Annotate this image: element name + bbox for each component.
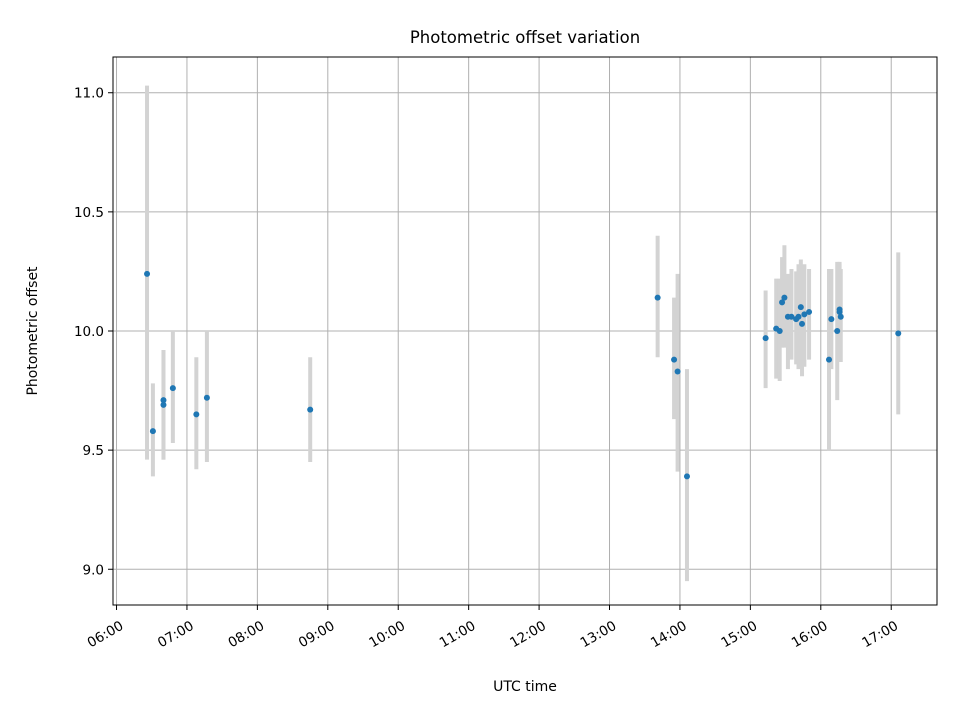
data-point [895,330,902,337]
y-tick-label: 10.0 [74,324,104,340]
x-tick-label: 11:00 [437,618,479,651]
y-tick-label: 9.0 [83,562,104,578]
data-point [801,311,808,318]
data-point [795,313,802,320]
data-point [193,411,200,418]
data-point [671,356,678,363]
x-tick-label: 12:00 [507,618,549,651]
errorbar-layer [145,85,901,582]
grid-layer [113,57,937,605]
data-point [788,313,795,320]
x-tick-label: 15:00 [718,618,760,651]
y-tick-label: 9.5 [83,443,104,459]
y-tick-label: 11.0 [74,86,104,102]
x-tick-label: 06:00 [85,618,127,651]
data-point [781,294,788,301]
x-tick-label: 16:00 [789,618,831,651]
x-tick-label: 17:00 [859,618,901,651]
x-tick-label: 13:00 [578,618,620,651]
data-point [654,294,661,301]
data-point [169,385,176,392]
data-point [762,335,769,342]
data-point [826,356,833,363]
y-axis-label: Photometric offset [25,266,41,396]
y-tick-label: 10.5 [74,205,104,221]
data-point [160,401,167,408]
x-tick-label: 10:00 [366,618,408,651]
x-tick-label: 09:00 [296,618,338,651]
data-point [776,328,783,334]
data-point [834,328,841,334]
x-axis-ticks: 06:00 07:00 08:00 09:00 10:00 11:00 12:00 13:00… [85,605,901,651]
data-point [674,368,681,375]
data-point [828,316,835,323]
data-point [160,397,167,404]
x-tick-label: 08:00 [225,618,267,651]
data-point [203,394,210,401]
x-axis-label: UTC time [493,679,557,695]
data-point [683,473,690,480]
data-point [797,304,804,311]
data-point [806,308,813,315]
y-axis-ticks: 9.0 9.5 10.0 10.5 11.0 [74,86,113,578]
data-point [144,270,151,277]
data-point [799,320,806,327]
data-points-layer [144,270,902,480]
data-point [779,299,786,306]
data-point [836,306,843,313]
data-point [149,428,156,435]
x-tick-label: 14:00 [648,618,690,651]
chart-title: Photometric offset variation [410,28,640,47]
data-point [837,313,844,320]
x-tick-label: 07:00 [155,618,197,651]
data-point [307,406,314,413]
